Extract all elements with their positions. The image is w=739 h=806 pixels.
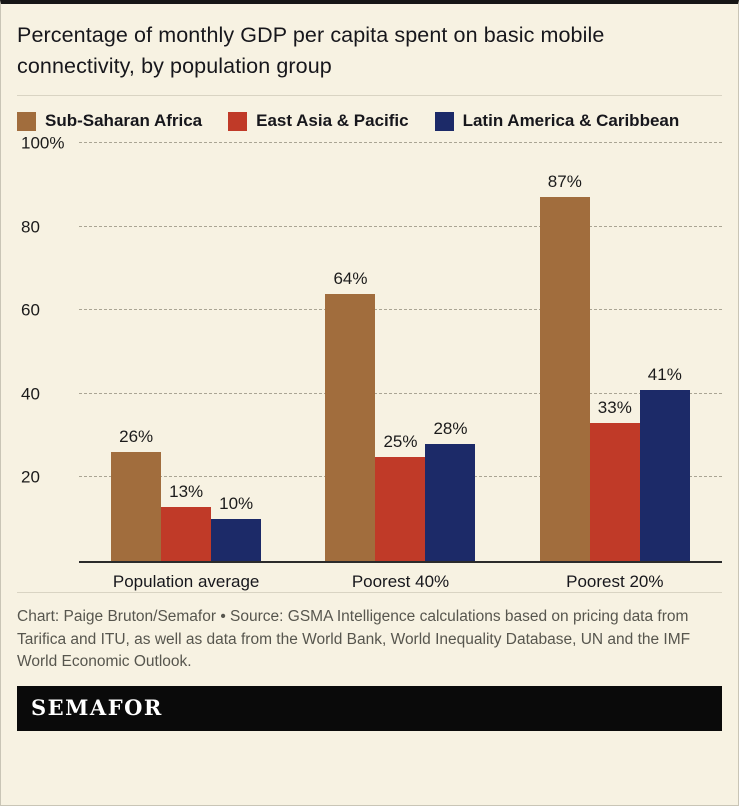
bar [425, 444, 476, 562]
bar-group: 64% 25% 28% [325, 143, 476, 562]
bar-value-label: 28% [433, 419, 468, 438]
bar-cell: 26% [111, 143, 162, 562]
bar-value-label: 87% [547, 172, 582, 192]
legend-swatch [434, 111, 454, 131]
bar-cell: 13% [161, 143, 212, 562]
legend-item: East Asia & Pacific [228, 111, 409, 131]
bar [161, 506, 212, 562]
bar-value-label: 33% [597, 398, 632, 418]
bar-cell: 10% [211, 143, 262, 562]
legend-label: East Asia & Pacific [256, 111, 409, 131]
chart-title: Percentage of monthly GDP per capita spe… [17, 23, 605, 78]
gridline [79, 142, 722, 144]
bar-cell: 33% [589, 143, 640, 562]
legend-item: Latin America & Caribbean [434, 111, 680, 131]
y-axis-tick-label: 80 [21, 217, 40, 237]
bar-value-label: 64% [333, 268, 368, 288]
y-axis-tick-label: 20 [21, 467, 40, 487]
bar [639, 389, 690, 562]
bar [539, 197, 590, 562]
bar-chart: 20 40 60 80 100% 26% 13% 10% 64% 25% 28% 87% 33% 41% … [17, 135, 722, 592]
source-credit: Chart: Paige Bruton/Semafor • Source: GS… [17, 608, 691, 671]
gridline [79, 309, 722, 311]
bar-value-label: 10% [219, 494, 254, 514]
bar [211, 519, 262, 562]
gridline [79, 392, 722, 394]
bar-cell: 25% [375, 143, 426, 562]
bar-cell: 41% [639, 143, 690, 562]
footer-divider [17, 592, 722, 594]
legend-label: Sub-Saharan Africa [45, 111, 203, 131]
legend-item: Sub-Saharan Africa [17, 111, 202, 131]
legend-swatch [17, 111, 36, 131]
bar-cell: 87% [539, 143, 590, 562]
semafor-logo-text: SEMAFOR [31, 694, 163, 720]
y-axis-tick-label: 60 [21, 300, 40, 320]
bar-cell: 28% [425, 143, 476, 562]
bar-groups: 26% 13% 10% 64% 25% 28% 87% 33% 41% [79, 143, 722, 562]
bar-group: 87% 33% 41% [539, 143, 690, 562]
x-axis-category-label: Population average [112, 572, 260, 592]
legend: Sub-Saharan Africa East Asia & Pacific Lat… [17, 111, 722, 131]
y-axis-tick-label: 100% [21, 133, 65, 153]
bar-value-label: 25% [383, 431, 418, 451]
bar [325, 293, 376, 562]
bar-value-label: 41% [647, 364, 682, 384]
bar-cell: 64% [325, 143, 376, 562]
bar-group: 26% 13% 10% [111, 143, 262, 562]
bar-value-label: 26% [119, 427, 154, 447]
x-axis-labels: Population average Poorest 40% Poorest 20% [79, 563, 722, 592]
bar [375, 456, 426, 562]
legend-label: Latin America & Caribbean [462, 111, 680, 131]
x-axis-category-label: Poorest 40% [351, 572, 450, 592]
x-axis-category-label: Poorest 20% [566, 572, 664, 592]
bar [111, 452, 162, 562]
legend-swatch [228, 111, 248, 131]
title-divider [17, 95, 722, 97]
plot-area: 20 40 60 80 100% 26% 13% 10% 64% 25% 28% 87% 33% 41% [21, 135, 722, 564]
bar [589, 423, 640, 562]
semafor-logo-bar: SEMAFOR [17, 685, 722, 731]
bar-value-label: 13% [169, 481, 204, 501]
gridline [79, 225, 722, 227]
y-axis-tick-label: 40 [21, 384, 40, 404]
